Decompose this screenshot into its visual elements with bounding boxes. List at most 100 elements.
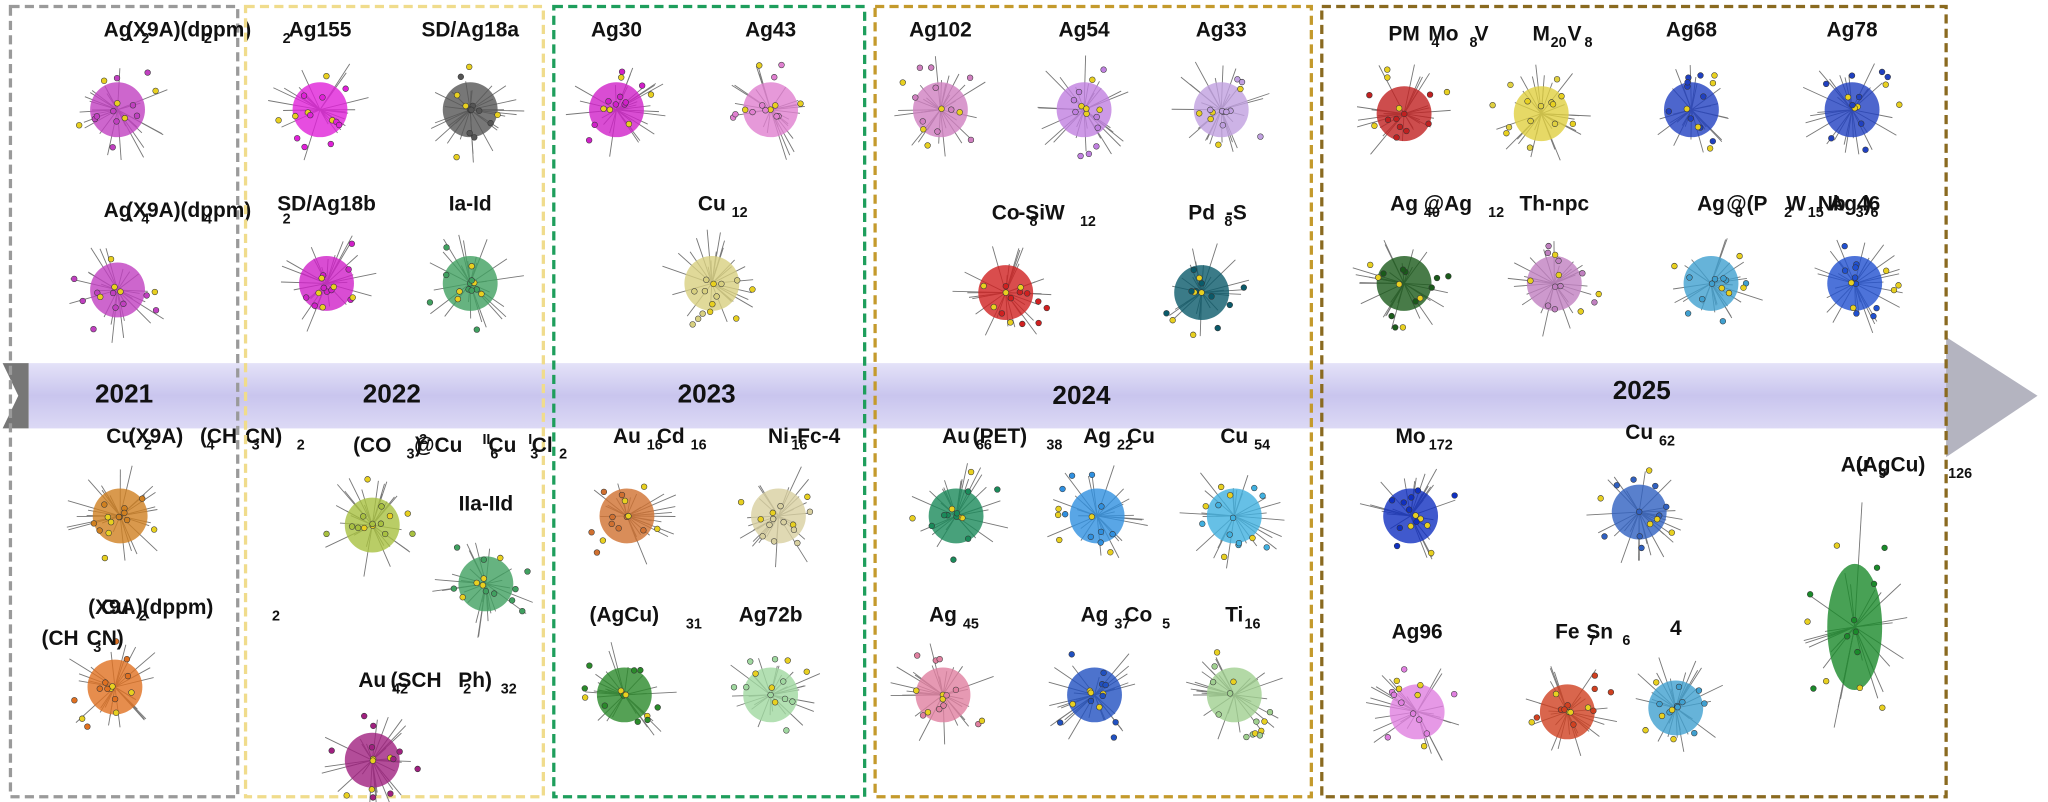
atom	[640, 483, 648, 490]
atom	[124, 672, 132, 680]
atom	[1852, 264, 1859, 271]
atom	[1551, 283, 1559, 290]
atom	[1720, 275, 1727, 282]
atom	[1416, 716, 1423, 723]
structure-image	[268, 63, 369, 161]
atom	[1412, 512, 1419, 519]
atom	[348, 240, 355, 247]
atom	[630, 667, 638, 674]
label-text: M	[1533, 23, 1550, 46]
atom	[1706, 145, 1714, 152]
atom	[79, 297, 86, 305]
subscript: 6	[1871, 205, 1879, 221]
atom	[1708, 280, 1716, 287]
year-label: 2021	[95, 379, 153, 409]
atom	[71, 697, 78, 704]
structure-image	[1171, 61, 1270, 152]
atom	[990, 303, 997, 311]
atom	[456, 288, 463, 295]
structure-image	[1048, 651, 1136, 741]
atom	[1695, 687, 1703, 694]
atom	[1035, 319, 1042, 327]
atom	[780, 678, 787, 685]
atom	[453, 544, 461, 551]
atom	[1828, 135, 1835, 142]
atom	[1833, 542, 1841, 549]
atom	[1056, 536, 1063, 544]
atom	[1858, 120, 1865, 127]
compound-label: (AgCu) 31	[590, 604, 702, 633]
atom	[1229, 514, 1237, 522]
atom	[771, 656, 779, 663]
atom	[783, 727, 790, 734]
label-text: (CO	[353, 434, 391, 457]
subscript: 2	[204, 31, 212, 47]
atom	[1215, 501, 1222, 509]
atom	[1668, 706, 1676, 714]
subscript: 2	[144, 437, 152, 453]
atom	[1230, 678, 1237, 685]
compound-label: Co 8-SiW 12	[992, 201, 1096, 230]
subscript: 12	[1488, 205, 1504, 221]
subscript: 32	[501, 682, 517, 698]
atom	[940, 702, 947, 709]
atom	[1417, 682, 1424, 689]
atom	[1407, 523, 1414, 530]
atom	[1043, 304, 1050, 312]
atom	[1093, 143, 1100, 150]
atom	[468, 277, 475, 284]
atom	[768, 684, 775, 691]
atom	[1398, 699, 1405, 706]
compound-label: Au 16Cd 16	[613, 425, 707, 454]
atom	[1002, 289, 1009, 296]
atom	[1711, 275, 1719, 283]
compound-label: Ag46	[1829, 192, 1880, 215]
structure-image	[1489, 64, 1591, 161]
atom	[1110, 734, 1118, 741]
atom	[482, 588, 490, 595]
atom	[608, 520, 615, 528]
compound-label: Au 66(PET) 38	[942, 425, 1062, 454]
label-text: Ag	[104, 199, 132, 222]
atom	[1584, 704, 1592, 711]
atom	[1198, 289, 1205, 296]
label-text: (SCH	[391, 669, 442, 692]
atom	[804, 493, 811, 500]
compound-label: PM 4Mo 8V	[1388, 23, 1488, 52]
atom	[1687, 115, 1694, 122]
atom	[1807, 591, 1814, 598]
core	[1664, 82, 1719, 138]
atom	[1549, 101, 1557, 108]
subscript: 3	[407, 446, 415, 462]
atom	[794, 539, 801, 547]
label-text: Sn	[1586, 621, 1613, 644]
structure-image	[909, 463, 1009, 563]
atom	[494, 111, 501, 118]
structure-image	[430, 63, 525, 163]
label-text: Cu	[698, 192, 726, 215]
atom	[909, 515, 916, 522]
atom	[773, 113, 780, 120]
compound-label: Ni 16-Fc-4	[768, 425, 841, 454]
atom	[107, 255, 115, 263]
atom	[1636, 508, 1643, 515]
atom	[426, 299, 434, 306]
structure-image	[588, 483, 677, 565]
atom	[618, 491, 626, 499]
label-text: (CH	[42, 627, 79, 650]
compound-label: Fe 7Sn 6	[1555, 621, 1630, 650]
atom	[699, 310, 706, 317]
atom	[1433, 274, 1441, 282]
structure-image	[280, 235, 377, 332]
atom	[1630, 476, 1637, 483]
atom	[1098, 503, 1105, 510]
label-text: Ag43	[745, 19, 796, 42]
atom	[784, 657, 791, 664]
compound-label: (CH 3CN)	[42, 627, 124, 656]
atom	[1503, 130, 1510, 137]
subscript: 4	[1431, 35, 1439, 51]
atom	[1226, 690, 1234, 697]
atom	[1526, 144, 1534, 151]
atom	[1089, 76, 1096, 83]
subscript: 37	[1114, 616, 1130, 632]
